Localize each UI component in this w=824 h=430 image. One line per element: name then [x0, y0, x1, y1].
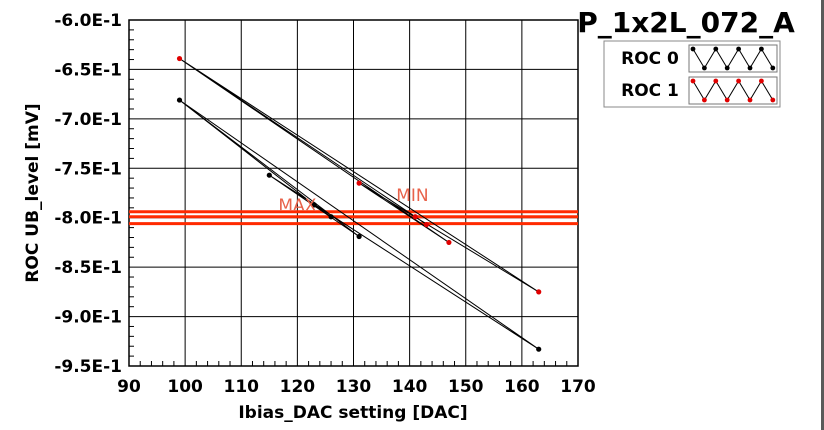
y-tick-label: -8.0E-1: [54, 209, 122, 229]
chart-title: P_1x2L_072_A: [577, 6, 795, 39]
x-tick-label: 100: [167, 377, 203, 397]
data-point-roc1: [356, 180, 362, 186]
legend-label-roc1: ROC 1: [621, 81, 679, 101]
x-tick-label: 170: [560, 377, 596, 397]
reference-lines: [129, 210, 578, 226]
legend-marker-roc0: [770, 65, 776, 71]
y-tick-label: -9.5E-1: [54, 357, 122, 377]
x-tick-label: 150: [448, 377, 484, 397]
legend-marker-roc1: [702, 97, 707, 103]
data-point-roc1: [536, 289, 542, 295]
legend-marker-roc0: [759, 46, 764, 52]
legend-marker-roc0: [747, 65, 753, 71]
legend-marker-roc1: [690, 78, 696, 84]
legend-marker-roc1: [770, 97, 776, 103]
data-point-roc0: [536, 346, 542, 352]
annotations: MAX MIN: [278, 186, 428, 216]
x-tick-label: 130: [336, 377, 372, 397]
data-point-roc1: [446, 239, 452, 246]
data-point-roc0: [266, 172, 272, 178]
legend-marker-roc0: [736, 46, 741, 52]
y-tick-label: -6.0E-1: [54, 11, 122, 31]
y-axis-label: ROC UB_level [mV]: [23, 103, 43, 282]
legend-marker-roc0: [724, 65, 730, 71]
window-edge: [821, 0, 824, 430]
legend-marker-roc0: [702, 65, 707, 71]
x-tick-labels: 90 100 110 120 130 140 150 160 170: [117, 377, 596, 397]
legend-label-roc0: ROC 0: [621, 49, 679, 69]
plot-frame: [128, 19, 579, 367]
data-point-roc1: [176, 55, 183, 62]
x-tick-label: 110: [224, 377, 260, 397]
data-point-roc0: [328, 214, 334, 220]
legend-marker-roc1: [713, 78, 719, 84]
y-tick-labels: -6.0E-1 -6.5E-1 -7.0E-1 -7.5E-1 -8.0E-1 -8.5E…: [54, 11, 122, 377]
y-tick-label: -9.0E-1: [54, 308, 122, 328]
data-point-roc0: [356, 233, 362, 240]
data-point-roc0: [311, 202, 317, 208]
legend-line-roc1: [692, 80, 774, 101]
x-tick-label: 120: [280, 377, 316, 397]
legend-marker-roc1: [747, 97, 753, 103]
annotation-min-label: MIN: [396, 186, 428, 206]
y-tick-label: -8.5E-1: [54, 258, 122, 278]
data-point-roc1: [412, 214, 418, 220]
x-axis-label: Ibias_DAC setting [DAC]: [238, 403, 467, 423]
series-group: [176, 55, 542, 352]
legend-marker-roc0: [690, 46, 696, 52]
data-point-roc0: [176, 97, 183, 103]
x-tick-label: 90: [117, 377, 141, 397]
y-tick-label: -6.5E-1: [54, 60, 122, 80]
legend-marker-roc1: [736, 78, 741, 84]
legend-marker-roc1: [724, 97, 730, 103]
x-tick-label: 160: [504, 377, 540, 397]
y-tick-label: -7.0E-1: [54, 110, 122, 130]
y-tick-label: -7.5E-1: [54, 159, 122, 179]
legend-line-roc0: [692, 48, 774, 69]
annotation-max-label: MAX: [278, 196, 316, 216]
x-tick-label: 140: [392, 377, 428, 397]
legend-marker-roc0: [713, 46, 719, 52]
data-point-roc1: [423, 222, 430, 228]
legend: ROC 0 ROC 1: [603, 40, 781, 108]
legend-marker-roc1: [759, 78, 764, 84]
